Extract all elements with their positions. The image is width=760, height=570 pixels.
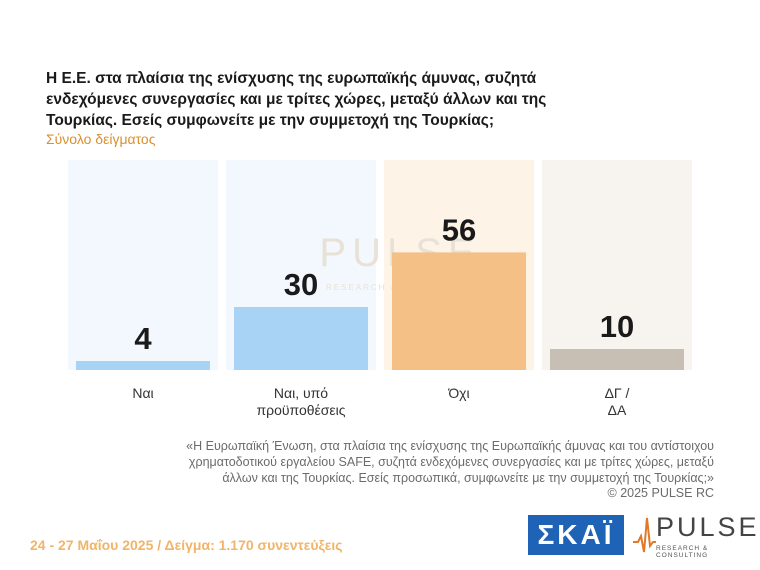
bar-value-label: 30 — [284, 267, 318, 302]
pulse-wave-icon — [633, 517, 656, 553]
bar-value-label: 4 — [134, 321, 152, 356]
bar — [550, 349, 684, 370]
bars — [76, 252, 684, 370]
category-label: ΔΓ / ΔΑ — [605, 385, 630, 418]
category-labels: Ναι Ναι, υπό προϋποθέσεις Όχι ΔΓ / ΔΑ — [132, 385, 629, 418]
survey-footer: 24 - 27 Μαΐου 2025 / Δείγμα: 1.170 συνεν… — [30, 537, 343, 553]
copyright: © 2025 PULSE RC — [607, 486, 714, 500]
value-labels: 4 30 56 10 — [134, 212, 634, 356]
question-text: «Η Ευρωπαϊκή Ένωση, στα πλαίσια της ενίσ… — [186, 439, 714, 485]
skai-logo: ΣΚΑΪ — [528, 515, 624, 555]
pulse-logo-subtext: RESEARCH & CONSULTING — [656, 545, 709, 559]
bar-panel — [68, 160, 218, 370]
category-label: Όχι — [447, 385, 469, 401]
bar-value-label: 56 — [442, 212, 476, 247]
bar — [76, 361, 210, 370]
pulse-logo-text: PULSE — [656, 512, 760, 542]
pulse-logo: PULSE RESEARCH & CONSULTING — [632, 512, 757, 559]
category-label: Ναι, υπό προϋποθέσεις — [256, 385, 345, 418]
bar-value-label: 10 — [600, 309, 634, 344]
chart-title: Η Ε.Ε. στα πλαίσια της ενίσχυσης της ευρ… — [46, 70, 547, 129]
category-label: Ναι — [132, 385, 153, 401]
chart-subtitle: Σύνολο δείγματος — [46, 131, 156, 147]
bar — [234, 307, 368, 370]
bar-panel — [542, 160, 692, 370]
bar — [392, 252, 526, 370]
